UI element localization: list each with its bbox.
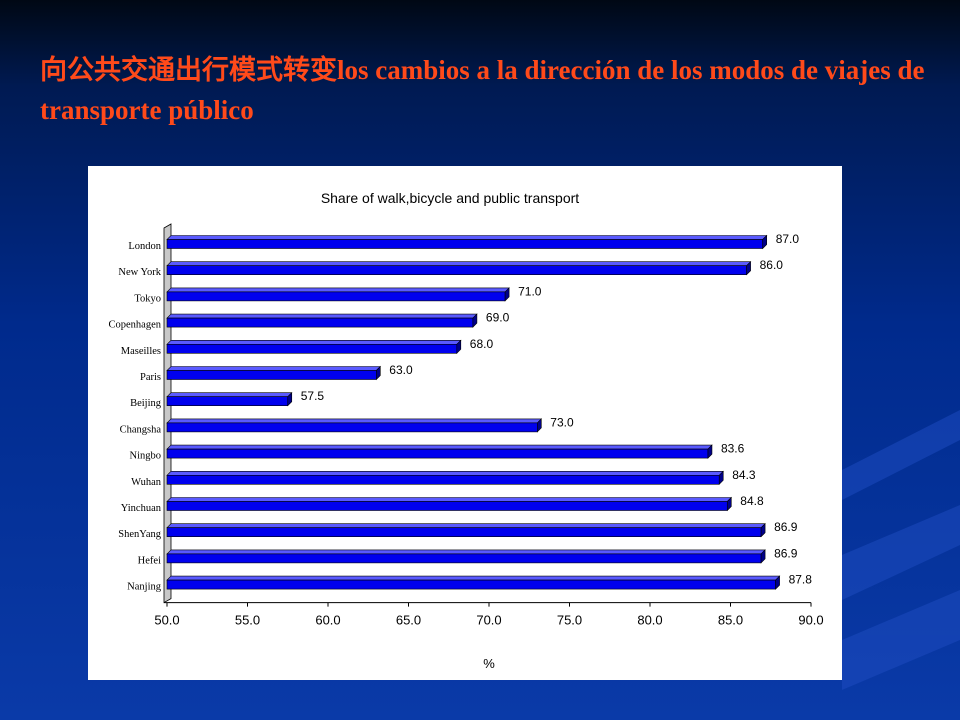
bar bbox=[166, 422, 538, 433]
data-label: 68.0 bbox=[470, 337, 494, 351]
x-tick-label: 85.0 bbox=[718, 613, 743, 628]
bar-end bbox=[726, 496, 732, 512]
data-label: 87.8 bbox=[789, 573, 813, 587]
bar-top bbox=[166, 340, 462, 345]
bar-end bbox=[762, 234, 767, 250]
category-label: New York bbox=[118, 267, 161, 278]
data-label: 84.8 bbox=[740, 494, 764, 508]
slide-title: 向公共交通出行模式转变los cambios a la dirección de… bbox=[40, 50, 940, 130]
chart-panel: Share of walk,bicycle and public transpo… bbox=[88, 166, 842, 680]
bar bbox=[166, 527, 762, 538]
data-label: 71.0 bbox=[518, 284, 542, 298]
category-label: ShenYang bbox=[118, 529, 161, 540]
bar bbox=[166, 344, 458, 354]
bar-end bbox=[376, 365, 381, 381]
bar-end bbox=[760, 549, 766, 564]
x-tick-label: 65.0 bbox=[396, 613, 421, 628]
category-label: London bbox=[128, 241, 161, 252]
x-tick-label: 50.0 bbox=[154, 613, 179, 628]
bar bbox=[166, 579, 776, 590]
x-tick-label: 90.0 bbox=[798, 613, 823, 628]
data-label: 63.0 bbox=[389, 363, 413, 377]
bar-top bbox=[166, 523, 766, 528]
bar bbox=[166, 317, 474, 328]
bar-end bbox=[718, 470, 724, 486]
bar-end bbox=[760, 522, 766, 538]
category-label: Paris bbox=[140, 372, 161, 383]
bar bbox=[166, 370, 377, 380]
bar-end bbox=[456, 339, 462, 355]
bar bbox=[166, 474, 720, 485]
bar-top bbox=[166, 471, 724, 476]
data-label: 57.5 bbox=[301, 389, 325, 403]
bar-top bbox=[166, 366, 382, 371]
category-label: Wuhan bbox=[131, 477, 162, 488]
bar-top bbox=[166, 261, 752, 266]
data-label: 86.9 bbox=[774, 546, 798, 560]
bar bbox=[166, 501, 728, 511]
bar-top bbox=[166, 418, 543, 424]
category-label: Yinchuan bbox=[121, 503, 162, 514]
bar-top bbox=[166, 235, 768, 240]
bar-top bbox=[166, 444, 713, 450]
slide-title-chinese: 向公共交通出行模式转变 bbox=[40, 55, 337, 85]
x-tick-label: 60.0 bbox=[315, 613, 340, 628]
slide-title-spanish: los cambios a la dirección de los modos … bbox=[40, 55, 925, 125]
bar-chart: Share of walk,bicycle and public transpo… bbox=[109, 190, 824, 671]
data-label: 87.0 bbox=[776, 232, 800, 246]
bar-end bbox=[746, 260, 751, 276]
bar-top bbox=[166, 313, 478, 319]
category-label: Beijing bbox=[130, 398, 162, 409]
bar-top bbox=[166, 549, 766, 555]
data-label: 69.0 bbox=[486, 311, 510, 325]
bar-end bbox=[504, 287, 510, 302]
x-axis-label: % bbox=[483, 656, 495, 671]
chart-title: Share of walk,bicycle and public transpo… bbox=[321, 190, 579, 206]
data-label: 73.0 bbox=[550, 415, 574, 429]
bar bbox=[166, 291, 506, 302]
x-tick-label: 80.0 bbox=[637, 613, 662, 628]
data-label: 83.6 bbox=[721, 442, 745, 456]
category-label: Hefei bbox=[138, 555, 161, 566]
bar-end bbox=[537, 418, 542, 433]
category-label: Copenhagen bbox=[109, 320, 162, 331]
x-tick-label: 75.0 bbox=[557, 613, 582, 628]
category-label: Nanjing bbox=[127, 582, 162, 593]
bar bbox=[166, 396, 289, 406]
bar-end bbox=[472, 313, 478, 328]
bar-top bbox=[166, 497, 733, 502]
x-tick-label: 70.0 bbox=[476, 613, 501, 628]
bar-end bbox=[775, 575, 780, 590]
bar bbox=[166, 553, 762, 564]
x-tick-label: 55.0 bbox=[235, 613, 260, 628]
category-label: Changsha bbox=[120, 424, 162, 435]
data-label: 86.9 bbox=[774, 520, 798, 534]
category-label: Maseilles bbox=[121, 346, 161, 357]
bar-top bbox=[166, 575, 781, 581]
bar bbox=[166, 265, 747, 275]
data-label: 84.3 bbox=[732, 468, 756, 482]
data-label: 86.0 bbox=[760, 258, 784, 272]
bar bbox=[166, 239, 764, 249]
category-label: Tokyo bbox=[134, 293, 161, 304]
bar-end bbox=[707, 444, 713, 459]
bar-top bbox=[166, 287, 510, 293]
bar bbox=[166, 448, 709, 459]
bar-top bbox=[166, 392, 293, 397]
axis-wall bbox=[163, 223, 172, 604]
plot-area: 50.0 55.0 60.0 65.0 70.0 75.0 80.0 85.0 90.0 Lond… bbox=[109, 223, 824, 628]
category-label: Ningbo bbox=[130, 451, 162, 462]
bar-end bbox=[287, 391, 293, 407]
